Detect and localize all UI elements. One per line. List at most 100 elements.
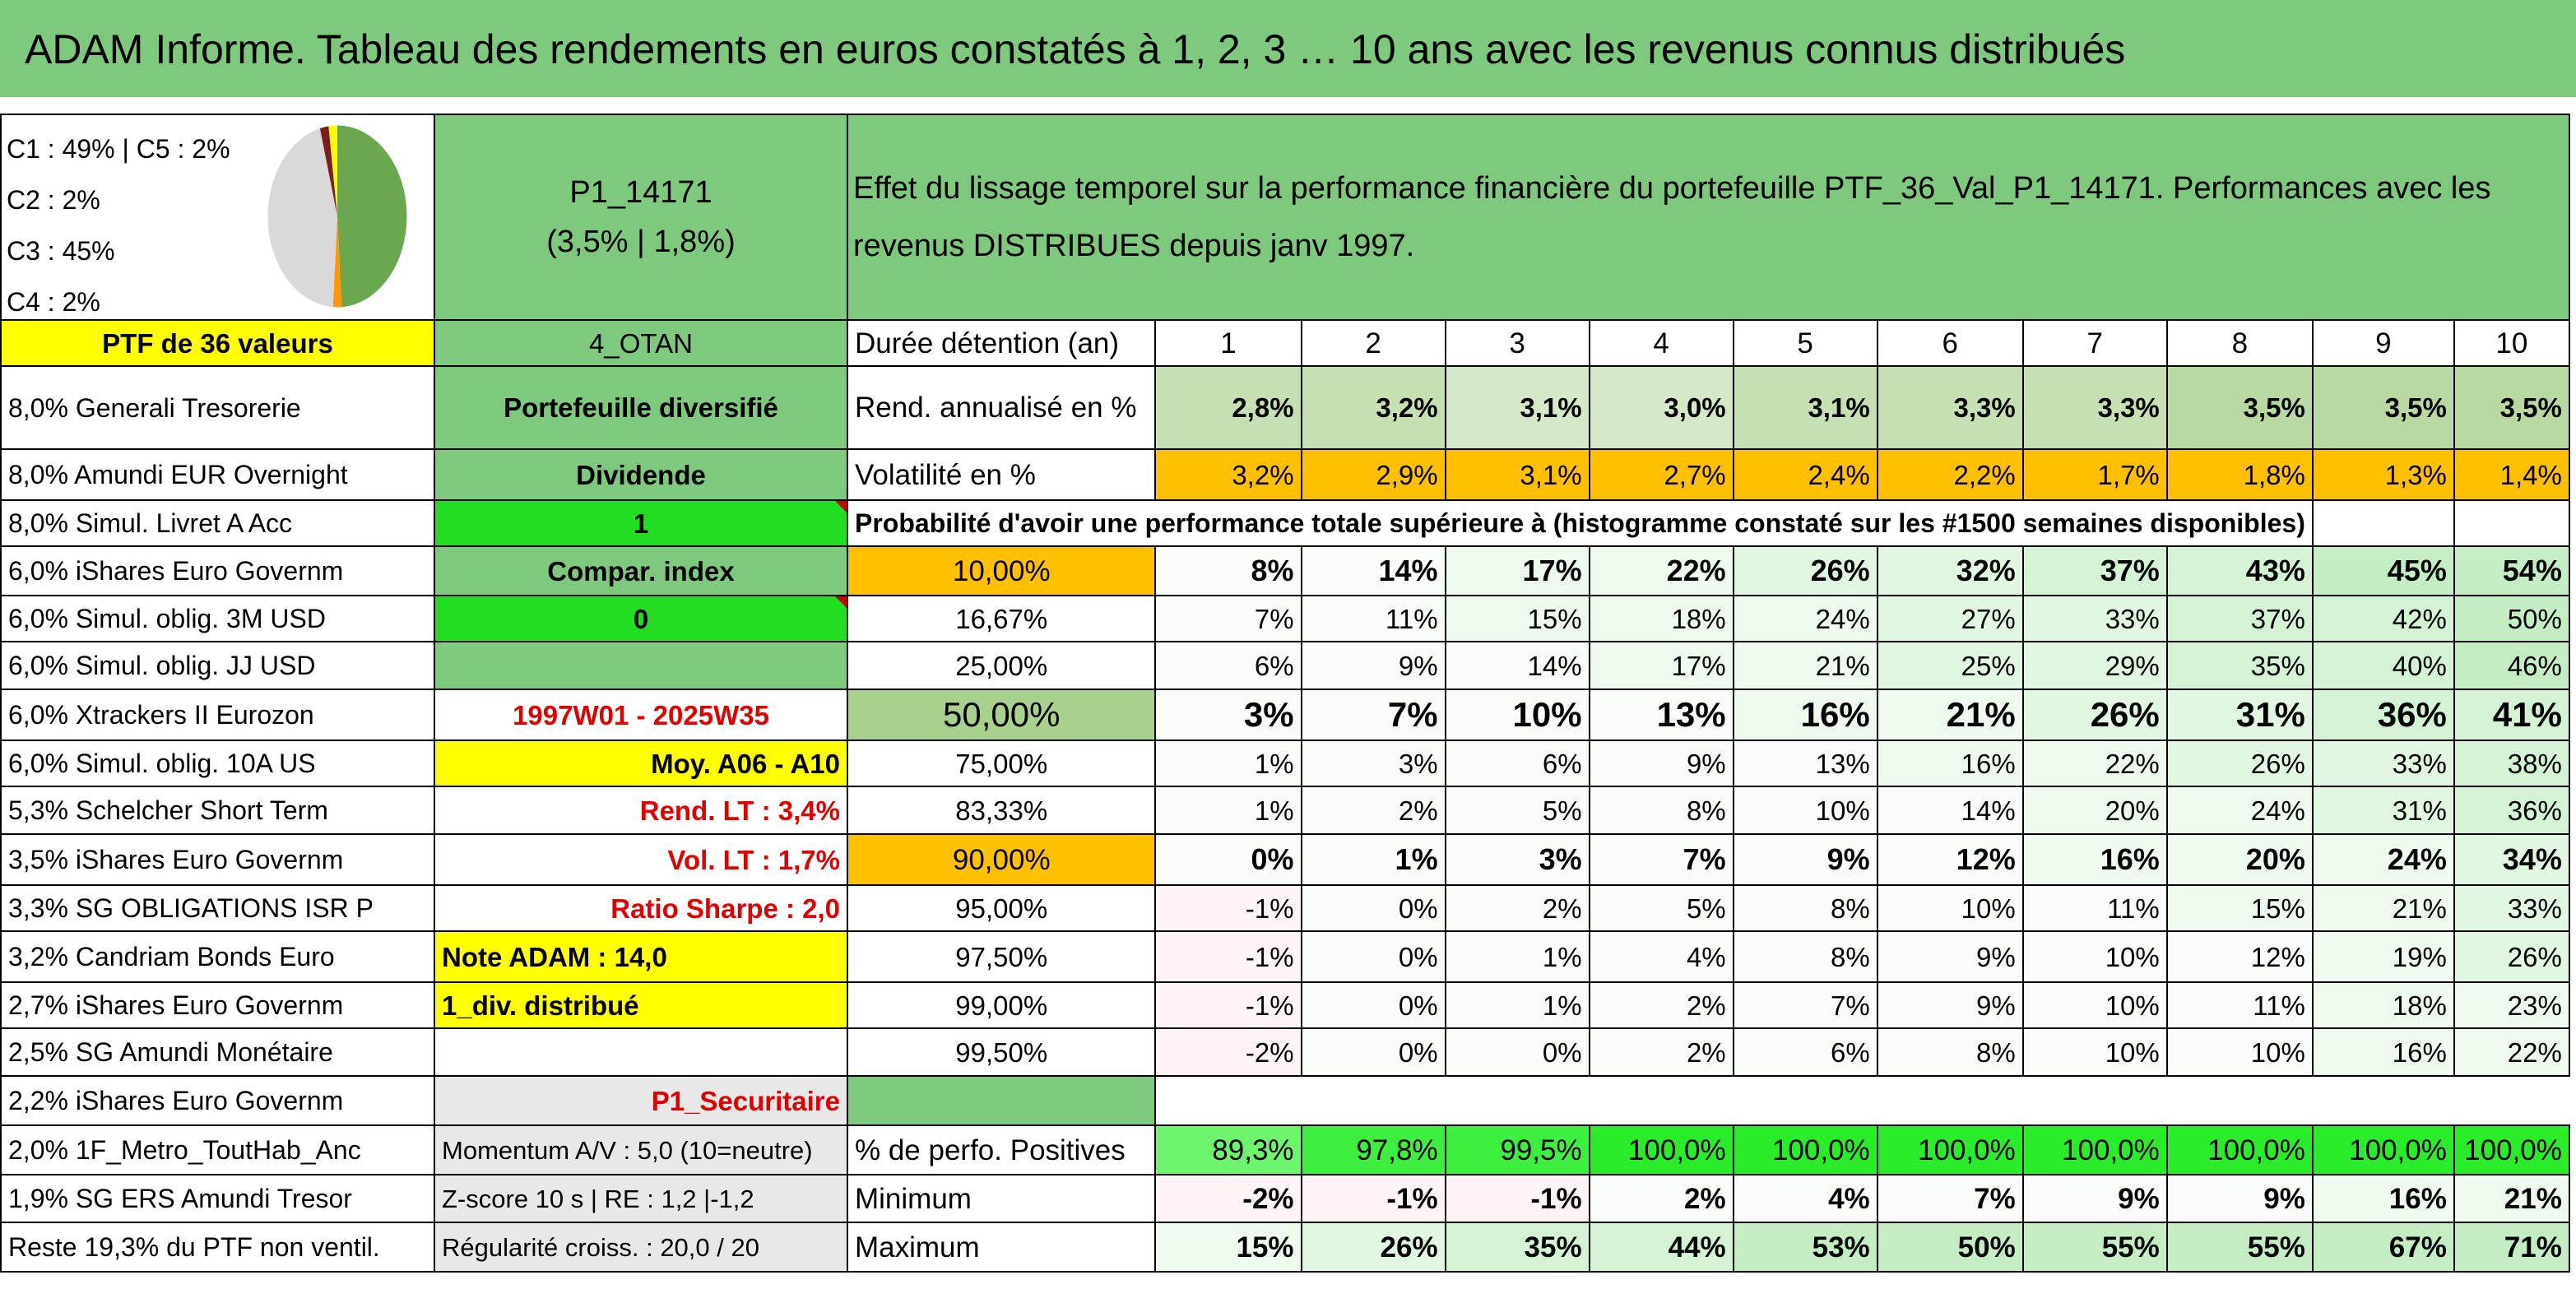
holding-item: 3,3% SG OBLIGATIONS ISR P (0, 884, 435, 932)
quantile-value: 0% (1300, 930, 1446, 983)
quantile-value: 13% (1588, 689, 1734, 741)
quantile-value: 3% (1154, 689, 1302, 741)
quantile-value: 17% (1588, 641, 1734, 690)
empty (434, 1027, 848, 1077)
min-value: -1% (1300, 1174, 1446, 1223)
quantile-value: 24% (2165, 786, 2314, 835)
table-row: PTF de 36 valeurs 4_OTAN Durée détention (… (0, 319, 2570, 367)
empty (2453, 499, 2570, 547)
quantile-label: 83,33% (846, 786, 1157, 835)
quantile-value: 10% (2021, 1027, 2168, 1077)
empty (1155, 1075, 1302, 1125)
rend-value: 3,1% (1444, 365, 1590, 450)
year-header: 9 (2311, 319, 2455, 367)
quantile-value: 14% (1300, 545, 1446, 596)
max-value: 44% (1588, 1222, 1734, 1273)
empty-green (434, 641, 848, 690)
table-row: 5,3% Schelcher Short Term Rend. LT : 3,4%… (0, 786, 2570, 835)
quantile-value: -2% (1154, 1027, 1302, 1077)
vol-value: 1,3% (2311, 448, 2455, 501)
quantile-value: 31% (2165, 689, 2314, 741)
quantile-label: 97,50% (846, 930, 1157, 983)
rend-label: Rend. annualisé en % (846, 365, 1157, 450)
holding-item: 2,7% iShares Euro Governm (0, 981, 435, 1029)
comment-marker-icon (835, 597, 846, 608)
diversified-label: Portefeuille diversifié (434, 365, 848, 450)
title-bar: ADAM Informe. Tableau des rendements en … (0, 0, 2576, 97)
quantile-value: 7% (1154, 595, 1302, 642)
quantile-value: 10% (2021, 930, 2168, 983)
quantile-value: 18% (2311, 981, 2455, 1029)
secu-label: P1_Securitaire (434, 1075, 848, 1126)
table-row: 2,7% iShares Euro Governm 1_div. distribu… (0, 981, 2570, 1029)
flag-zero: 0 (434, 595, 848, 642)
pie-chart (265, 123, 410, 310)
quantile-value: 42% (2311, 595, 2455, 642)
quantile-value: 23% (2453, 981, 2570, 1029)
pie-outline (265, 123, 410, 310)
empty (2453, 1075, 2569, 1125)
max-value: 55% (2165, 1222, 2314, 1273)
quantile-value: 22% (2453, 1027, 2570, 1077)
holding-item: 6,0% Simul. oblig. 10A US (0, 740, 435, 787)
year-header: 5 (1732, 319, 1878, 367)
max-value: 67% (2311, 1222, 2455, 1273)
vol-value: 1,4% (2453, 448, 2570, 501)
otan-label: 4_OTAN (434, 319, 848, 367)
pie-label: C4 : 2% (7, 287, 100, 317)
table-row: 6,0% Simul. oblig. JJ USD 25,00% 6% 9% 14% 17… (0, 641, 2570, 690)
min-value: 9% (2165, 1174, 2314, 1223)
comment-marker-icon (835, 502, 846, 512)
quantile-value: 9% (1876, 930, 2024, 983)
table-row: 2,0% 1F_Metro_ToutHab_Anc Momentum A/V : … (0, 1124, 2570, 1175)
pie-slice-c2 (332, 216, 342, 308)
vol-value: 3,2% (1154, 448, 1302, 501)
quantile-value: 38% (2453, 740, 2570, 787)
quantile-value: 45% (2311, 545, 2455, 596)
portfolio-rates: (3,5% | 1,8%) (546, 225, 736, 259)
pos-value: 100,0% (2021, 1124, 2168, 1175)
quantile-value: 35% (2165, 641, 2314, 690)
quantile-value: 7% (1732, 981, 1878, 1029)
max-value: 26% (1300, 1222, 1446, 1273)
year-header: 1 (1154, 319, 1302, 367)
quantile-value: 3% (1444, 833, 1590, 886)
pos-value: 99,5% (1444, 1124, 1590, 1175)
quantile-value: 18% (1588, 595, 1734, 642)
year-header: 10 (2453, 319, 2570, 367)
quantile-value: 6% (1154, 641, 1302, 690)
quantile-value: 7% (1300, 689, 1446, 741)
quantile-value: 13% (1732, 740, 1878, 787)
quantile-value: 36% (2311, 689, 2455, 741)
vol-lt-label: Vol. LT : 1,7% (434, 833, 848, 886)
quantile-value: 4% (1588, 930, 1734, 983)
quantile-value: 32% (1876, 545, 2024, 596)
vol-value: 2,2% (1876, 448, 2024, 501)
quantile-value: 12% (2165, 930, 2314, 983)
pos-value: 89,3% (1154, 1124, 1302, 1175)
period-label: 1997W01 - 2025W35 (434, 689, 848, 741)
quantile-value: 9% (1876, 981, 2024, 1029)
quantile-value: 16% (1732, 689, 1878, 741)
table-row: 3,3% SG OBLIGATIONS ISR P Ratio Sharpe : … (0, 884, 2570, 932)
quantile-value: 33% (2021, 595, 2168, 642)
momentum-label: Momentum A/V : 5,0 (10=neutre) (434, 1124, 848, 1175)
holding-item: 6,0% iShares Euro Governm (0, 545, 435, 596)
empty (1445, 1075, 1590, 1125)
holding-item: 2,2% iShares Euro Governm (0, 1075, 435, 1126)
holding-item: 2,5% SG Amundi Monétaire (0, 1027, 435, 1077)
empty-green (846, 1075, 1157, 1126)
empty (1877, 1075, 2023, 1125)
table-row: C1 : 49% | C5 : 2% C2 : 2% C3 : 45% C4 : 2%… (0, 114, 2570, 321)
quantile-value: 10% (1876, 884, 2024, 932)
quantile-value: 26% (1732, 545, 1878, 596)
portfolio-id: P1_14171 (569, 175, 712, 210)
min-value: -2% (1154, 1174, 1302, 1223)
quantile-value: 22% (1588, 545, 1734, 596)
dividende-label: Dividende (434, 448, 848, 501)
pie-cell: C1 : 49% | C5 : 2% C2 : 2% C3 : 45% C4 : 2% (0, 114, 435, 321)
duree-label: Durée détention (an) (846, 319, 1157, 367)
min-value: 21% (2453, 1174, 2570, 1223)
pie-slice-c4 (319, 124, 337, 216)
table-row: 3,2% Candriam Bonds Euro Note ADAM : 14,0… (0, 930, 2570, 983)
